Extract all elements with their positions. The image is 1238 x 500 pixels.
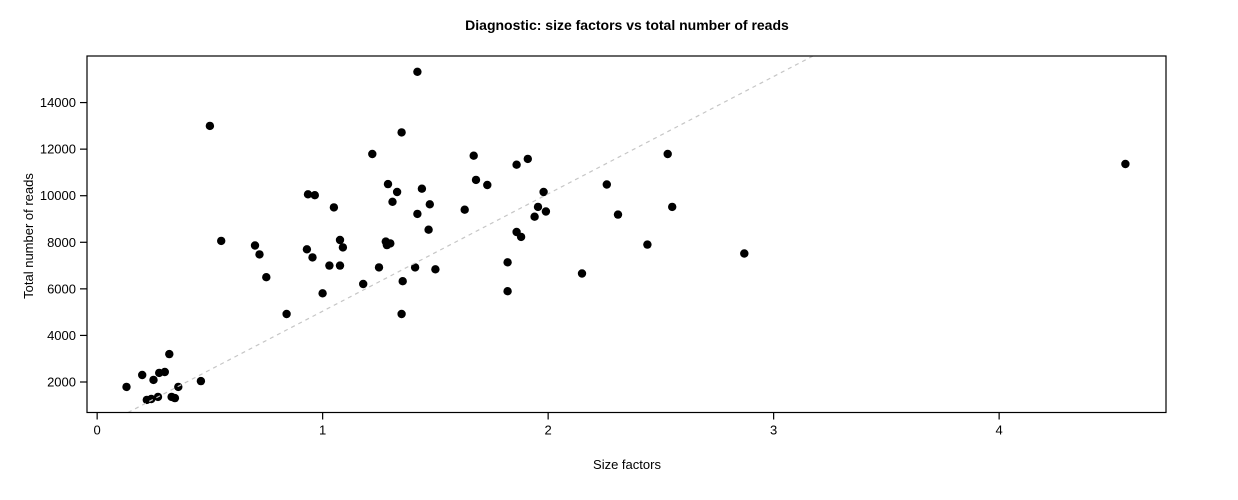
data-point (512, 160, 521, 169)
data-point (668, 202, 677, 212)
data-point (138, 370, 147, 380)
data-point (250, 241, 260, 250)
data-point (308, 253, 317, 262)
data-point (318, 289, 327, 298)
data-point (577, 269, 587, 278)
data-point (425, 200, 434, 209)
y-axis-label: Total number of reads (21, 173, 36, 299)
x-axis-label: Size factors (593, 457, 661, 472)
data-point (530, 212, 539, 221)
data-point (417, 184, 427, 193)
data-point (335, 235, 345, 245)
y-tick-label: 12000 (40, 142, 76, 157)
data-point (205, 121, 215, 131)
data-point (643, 240, 652, 249)
data-point (410, 263, 420, 272)
data-point (382, 240, 392, 250)
x-tick-label: 1 (319, 423, 326, 438)
data-point (388, 197, 397, 206)
data-point (424, 225, 433, 234)
data-point (523, 154, 532, 164)
y-tick-label: 10000 (40, 188, 76, 203)
data-point (431, 265, 440, 274)
data-point (255, 250, 264, 259)
data-point (196, 376, 206, 386)
data-point (503, 287, 512, 296)
data-point (383, 179, 393, 189)
data-point (335, 261, 345, 270)
data-point (303, 190, 313, 199)
data-point (329, 203, 339, 212)
x-tick-label: 2 (545, 423, 552, 438)
y-tick-label: 8000 (47, 235, 76, 250)
data-point (483, 180, 492, 190)
data-point (160, 367, 169, 377)
data-point (539, 187, 548, 197)
y-tick-label: 6000 (47, 281, 76, 296)
data-point (397, 309, 406, 319)
data-point (262, 273, 271, 282)
data-point (170, 393, 180, 403)
plot-border (86, 55, 1167, 414)
x-tick-label: 4 (996, 423, 1003, 438)
x-tick-label: 0 (94, 423, 101, 438)
data-point (149, 375, 158, 385)
y-tick-label: 2000 (47, 374, 76, 389)
data-point (392, 187, 402, 197)
data-point (397, 128, 406, 137)
data-point (302, 245, 312, 254)
data-point (663, 149, 672, 159)
data-point (541, 207, 551, 216)
data-point (398, 277, 407, 286)
data-point (613, 210, 623, 219)
x-tick-label: 3 (770, 423, 777, 438)
y-tick-label: 14000 (40, 95, 76, 110)
data-point (374, 263, 384, 272)
data-point (282, 309, 291, 319)
data-point (325, 261, 334, 270)
data-point (740, 249, 749, 258)
data-point (413, 67, 422, 77)
data-point (310, 191, 319, 200)
data-point (359, 279, 368, 289)
data-point (338, 243, 348, 252)
data-point (503, 258, 512, 267)
chart-title: Diagnostic: size factors vs total number… (465, 17, 789, 33)
data-point (217, 236, 226, 246)
data-point (368, 149, 377, 159)
identity-line (127, 55, 814, 414)
data-point (533, 202, 543, 212)
data-point (469, 151, 478, 160)
data-point (602, 180, 611, 189)
data-point (460, 205, 469, 214)
y-tick-label: 4000 (47, 328, 76, 343)
data-point (122, 382, 131, 392)
plot-area: 0 1 2 3 4 2000 4000 6000 8000 10000 12000 14000 (40, 55, 1167, 438)
data-point (1121, 159, 1130, 169)
data-point (471, 175, 481, 185)
data-point (165, 349, 174, 359)
data-point (413, 209, 422, 219)
data-point (516, 232, 526, 242)
